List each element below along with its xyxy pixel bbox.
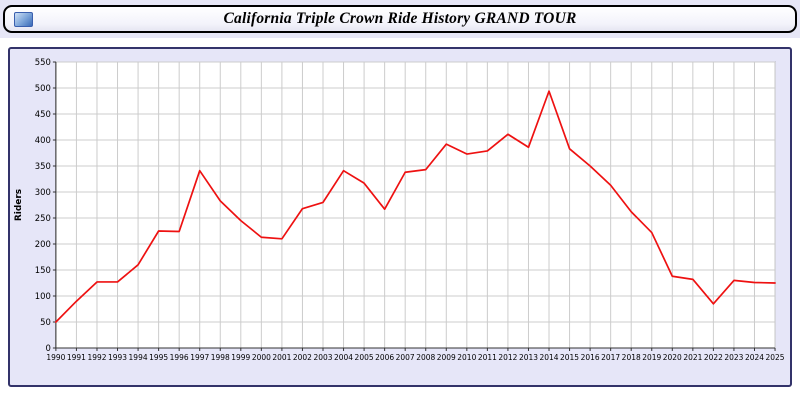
svg-text:2025: 2025	[766, 353, 785, 362]
svg-text:1999: 1999	[231, 353, 250, 362]
svg-text:100: 100	[35, 291, 51, 301]
y-axis-labels: 0 50 100 150 200 250 300 350 400 450 500 550	[35, 57, 56, 353]
chart-panel: 0 50 100 150 200 250 300 350 400 450 500 550 1990 199…	[8, 47, 792, 387]
riders-data-line	[55, 90, 776, 323]
svg-text:2012: 2012	[498, 353, 517, 362]
svg-text:2022: 2022	[704, 353, 723, 362]
svg-text:2011: 2011	[478, 353, 497, 362]
svg-text:2004: 2004	[334, 353, 353, 362]
svg-text:150: 150	[35, 265, 51, 275]
title-bar: California Triple Crown Ride History GRA…	[3, 5, 797, 33]
svg-text:200: 200	[35, 239, 51, 249]
top-strip: California Triple Crown Ride History GRA…	[0, 0, 800, 38]
page-title: California Triple Crown Ride History GRA…	[223, 10, 577, 27]
svg-text:1991: 1991	[67, 353, 86, 362]
svg-text:1995: 1995	[149, 353, 168, 362]
svg-text:50: 50	[40, 317, 51, 327]
svg-text:300: 300	[35, 187, 51, 197]
svg-text:1993: 1993	[108, 353, 127, 362]
svg-text:2020: 2020	[663, 353, 682, 362]
svg-text:2010: 2010	[457, 353, 476, 362]
svg-text:2016: 2016	[581, 353, 600, 362]
svg-text:2003: 2003	[313, 353, 332, 362]
svg-text:450: 450	[35, 109, 51, 119]
x-axis-labels: 1990 1991 1992 1993 1994 1995 1996 1997 1998 1999…	[46, 348, 785, 362]
svg-text:250: 250	[35, 213, 51, 223]
svg-text:2019: 2019	[642, 353, 661, 362]
svg-text:400: 400	[35, 135, 51, 145]
svg-text:2023: 2023	[724, 353, 743, 362]
svg-text:2000: 2000	[252, 353, 271, 362]
svg-text:0: 0	[46, 343, 51, 353]
svg-text:1992: 1992	[87, 353, 106, 362]
photo-icon	[14, 12, 33, 27]
svg-text:2014: 2014	[539, 353, 558, 362]
svg-text:1997: 1997	[190, 353, 209, 362]
svg-text:1998: 1998	[211, 353, 230, 362]
plot-area	[55, 61, 776, 349]
svg-text:550: 550	[35, 57, 51, 67]
svg-text:500: 500	[35, 83, 51, 93]
svg-text:2017: 2017	[601, 353, 620, 362]
svg-text:2024: 2024	[745, 353, 764, 362]
svg-text:2015: 2015	[560, 353, 579, 362]
svg-text:2013: 2013	[519, 353, 538, 362]
y-axis-title: Riders	[14, 189, 24, 221]
svg-text:2002: 2002	[293, 353, 312, 362]
svg-text:2005: 2005	[355, 353, 374, 362]
svg-text:1994: 1994	[129, 353, 148, 362]
svg-text:2006: 2006	[375, 353, 394, 362]
svg-text:350: 350	[35, 161, 51, 171]
svg-text:1996: 1996	[170, 353, 189, 362]
svg-text:2008: 2008	[416, 353, 435, 362]
svg-text:2007: 2007	[396, 353, 415, 362]
svg-text:2009: 2009	[437, 353, 456, 362]
axes	[55, 62, 776, 349]
svg-text:1990: 1990	[46, 353, 65, 362]
svg-text:2018: 2018	[622, 353, 641, 362]
svg-text:2021: 2021	[683, 353, 702, 362]
svg-text:2001: 2001	[272, 353, 291, 362]
